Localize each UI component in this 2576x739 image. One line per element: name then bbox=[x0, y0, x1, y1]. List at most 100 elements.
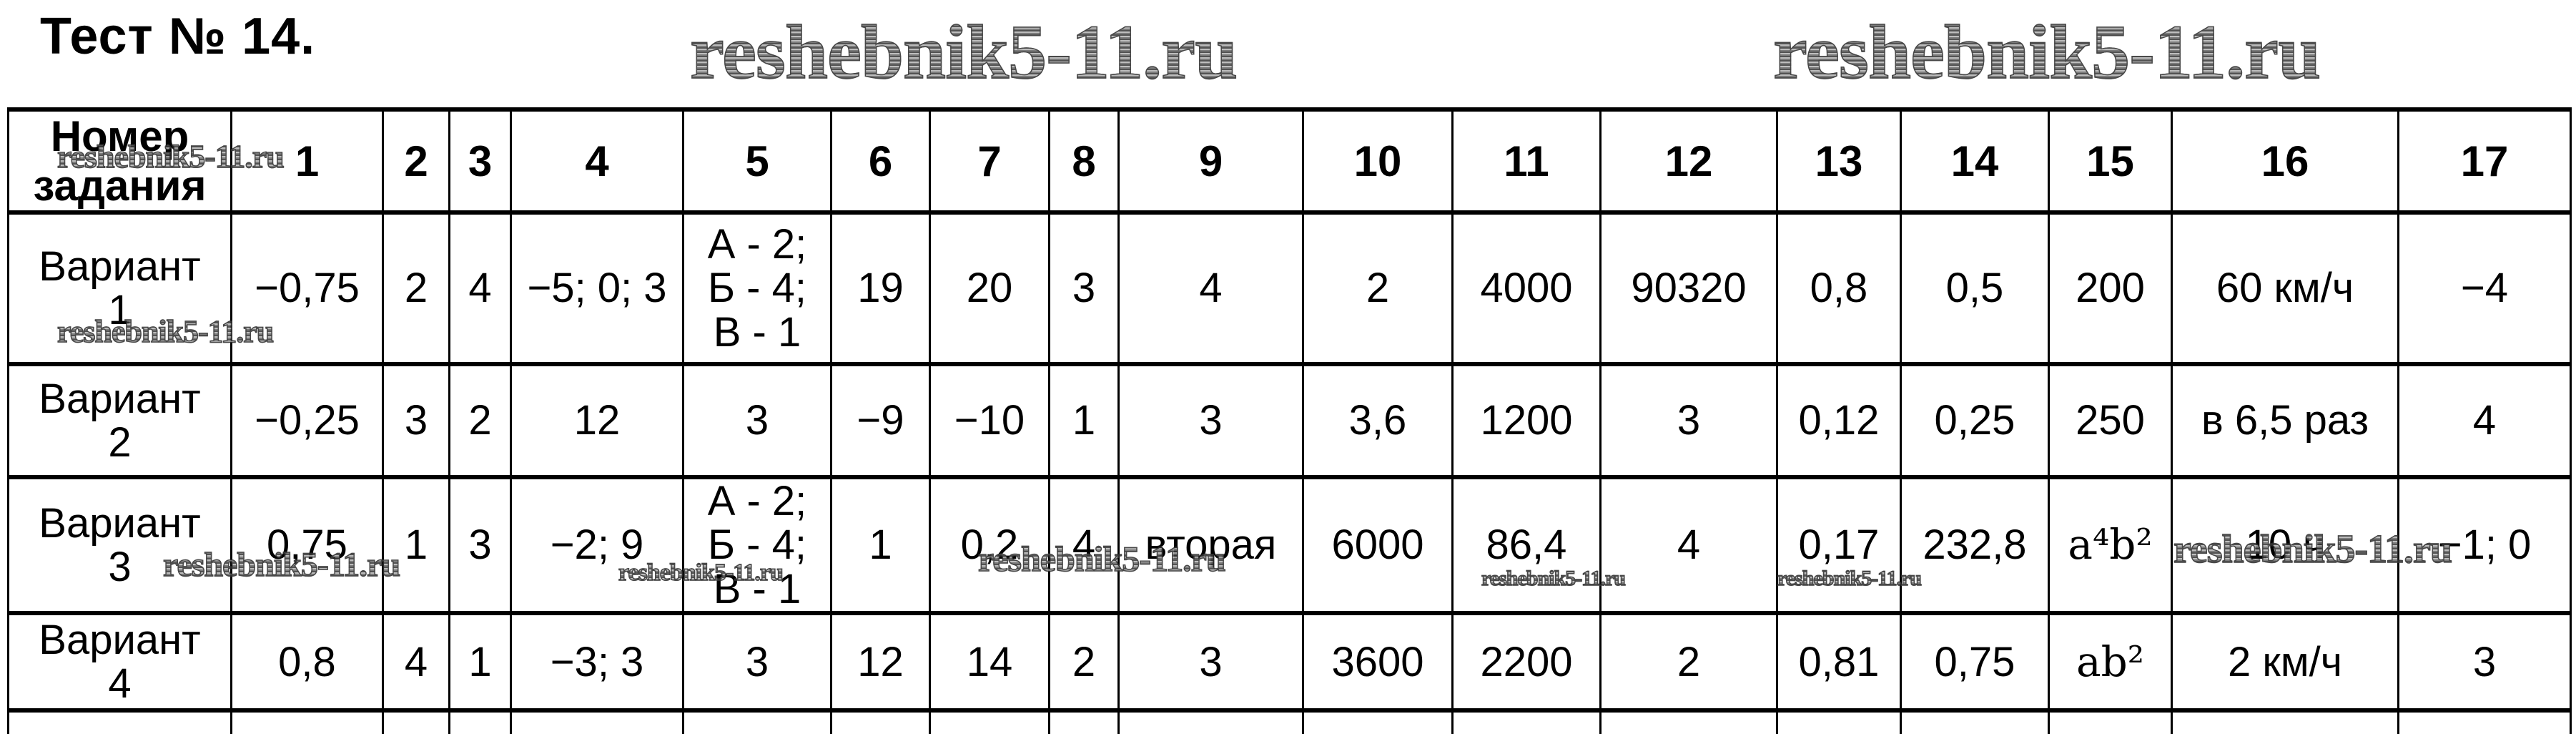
answer-cell: 3 bbox=[1117, 611, 1304, 713]
table-stub bbox=[1599, 710, 1778, 735]
answer-cell: 3 bbox=[1599, 362, 1778, 479]
answer-cell: ab² bbox=[2048, 611, 2173, 713]
table-stub bbox=[2171, 710, 2399, 735]
table-stub bbox=[510, 710, 684, 735]
answer-cell: 3 bbox=[682, 362, 832, 479]
answer-cell: 19 bbox=[830, 210, 931, 366]
table-row: Вариант 2 −0,25 3 2 12 3 −9 −10 1 3 3,6 1200 3 0,12 0,… bbox=[7, 362, 2572, 479]
answer-cell: 4 bbox=[2397, 362, 2572, 479]
answer-cell: −0,75 bbox=[230, 210, 384, 366]
table-stub bbox=[1451, 710, 1602, 735]
answer-cell: 2 км/ч bbox=[2171, 611, 2399, 713]
table-stub bbox=[1776, 710, 1902, 735]
answer-cell: 3 bbox=[1048, 210, 1120, 366]
watermark: reshebnik5-11.ru bbox=[1772, 9, 2321, 97]
answer-cell: в 6,5 раз bbox=[2171, 362, 2399, 479]
table-body: Номер задания 1 2 3 4 5 6 7 8 9 10 11 12 13 14 15 16 17 Ва… bbox=[7, 107, 2572, 735]
answer-cell: 1200 bbox=[1451, 362, 1602, 479]
answer-cell: 12 bbox=[830, 611, 931, 713]
table-stub bbox=[2397, 710, 2572, 735]
column-header: 8 bbox=[1048, 107, 1120, 215]
answer-cell: 232,8 bbox=[1900, 474, 2050, 616]
answer-cell: −10 bbox=[929, 362, 1050, 479]
answer-cell: 0,17 bbox=[1776, 474, 1902, 616]
answer-cell: 4 bbox=[1048, 474, 1120, 616]
answer-cell: 0,5 bbox=[1900, 210, 2050, 366]
column-header: 7 bbox=[929, 107, 1050, 215]
answer-cell: 4 bbox=[382, 611, 450, 713]
answer-cell: −3; 3 bbox=[510, 611, 684, 713]
answer-cell: А - 2; Б - 4; В - 1 bbox=[682, 474, 832, 616]
table-stub bbox=[448, 710, 512, 735]
answer-cell: 0,75 bbox=[1900, 611, 2050, 713]
answer-cell: вторая bbox=[1117, 474, 1304, 616]
table-stub bbox=[830, 710, 931, 735]
answer-cell: 3 bbox=[682, 611, 832, 713]
answer-cell: 2 bbox=[1599, 611, 1778, 713]
answer-cell: 4000 bbox=[1451, 210, 1602, 366]
answer-cell: 1 bbox=[448, 611, 512, 713]
answer-cell: 4 bbox=[448, 210, 512, 366]
answer-cell: 3 bbox=[448, 474, 512, 616]
answer-cell: 3 bbox=[1117, 362, 1304, 479]
answer-cell: 0,12 bbox=[1776, 362, 1902, 479]
answer-cell: 3 bbox=[2397, 611, 2572, 713]
table-stub bbox=[1900, 710, 2050, 735]
answer-cell: 0,75 bbox=[230, 474, 384, 616]
answer-cell: 2200 bbox=[1451, 611, 1602, 713]
column-header: 17 bbox=[2397, 107, 2572, 215]
answers-table: Номер задания 1 2 3 4 5 6 7 8 9 10 11 12 13 14 15 16 17 Ва… bbox=[7, 107, 2572, 735]
answer-cell: 0,81 bbox=[1776, 611, 1902, 713]
column-header: 1 bbox=[230, 107, 384, 215]
answer-cell: 2 bbox=[382, 210, 450, 366]
column-header: 3 bbox=[448, 107, 512, 215]
column-header: 9 bbox=[1117, 107, 1304, 215]
answer-cell: 2 bbox=[448, 362, 512, 479]
column-header: 5 bbox=[682, 107, 832, 215]
answer-cell: 3 bbox=[382, 362, 450, 479]
answer-cell: −0,25 bbox=[230, 362, 384, 479]
column-header: 12 bbox=[1599, 107, 1778, 215]
answer-cell: 20 bbox=[929, 210, 1050, 366]
answer-cell: 250 bbox=[2048, 362, 2173, 479]
answer-cell: 3600 bbox=[1302, 611, 1454, 713]
answer-cell: 3,6 bbox=[1302, 362, 1454, 479]
answer-cell: А - 2; Б - 4; В - 1 bbox=[682, 210, 832, 366]
answer-cell: 0,25 bbox=[1900, 362, 2050, 479]
answer-cell: 86,4 bbox=[1451, 474, 1602, 616]
answer-cell: 4 bbox=[1117, 210, 1304, 366]
row-label: Вариант 3 bbox=[7, 474, 232, 616]
table-stub bbox=[682, 710, 832, 735]
answer-cell: a⁴b² bbox=[2048, 474, 2173, 616]
answer-cell: 200 bbox=[2048, 210, 2173, 366]
cropped-next-row bbox=[7, 710, 2572, 735]
answer-cell: 12 bbox=[510, 362, 684, 479]
answer-cell: 0,2 bbox=[929, 474, 1050, 616]
column-header: 15 bbox=[2048, 107, 2173, 215]
column-header: 14 bbox=[1900, 107, 2050, 215]
column-header: 10 bbox=[1302, 107, 1454, 215]
table-stub bbox=[1117, 710, 1304, 735]
column-header: 2 bbox=[382, 107, 450, 215]
column-header: 16 bbox=[2171, 107, 2399, 215]
answer-cell: −9 bbox=[830, 362, 931, 479]
answer-cell: −4 bbox=[2397, 210, 2572, 366]
table-stub bbox=[2048, 710, 2173, 735]
page-title: Тест № 14. bbox=[40, 8, 316, 65]
column-header: 11 bbox=[1451, 107, 1602, 215]
table-stub bbox=[1048, 710, 1120, 735]
answer-cell: 2 bbox=[1048, 611, 1120, 713]
column-header: 6 bbox=[830, 107, 931, 215]
answer-cell: 0,8 bbox=[1776, 210, 1902, 366]
answer-cell: −2; 9 bbox=[510, 474, 684, 616]
row-label: Вариант 4 bbox=[7, 611, 232, 713]
column-header: 4 bbox=[510, 107, 684, 215]
table-stub bbox=[382, 710, 450, 735]
row-label: Вариант 1 bbox=[7, 210, 232, 366]
answer-cell: 1 bbox=[382, 474, 450, 616]
watermark: reshebnik5-11.ru bbox=[689, 9, 1238, 97]
answer-cell: 1 bbox=[1048, 362, 1120, 479]
answer-cell: 14 bbox=[929, 611, 1050, 713]
answer-cell: 1 bbox=[830, 474, 931, 616]
